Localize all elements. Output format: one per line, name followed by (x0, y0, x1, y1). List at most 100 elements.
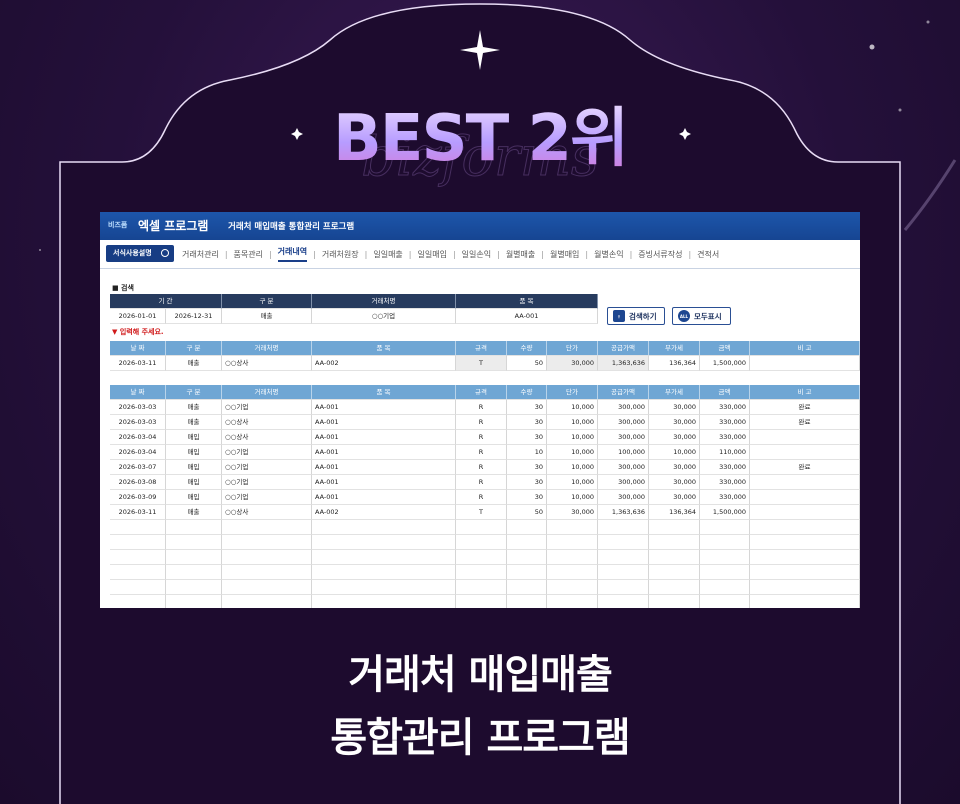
input-cell: ○○상사 (222, 356, 312, 371)
tab[interactable]: 일일매출 (373, 249, 403, 259)
input-header: 품 목 (312, 341, 456, 356)
list-cell: 매출 (166, 415, 222, 430)
list-cell: R (456, 490, 507, 505)
list-header: 단가 (547, 385, 598, 400)
list-cell: 10,000 (547, 490, 598, 505)
tab[interactable]: 거래내역 (277, 246, 308, 262)
list-cell: 300,000 (598, 415, 649, 430)
empty-cell (649, 520, 700, 535)
tab[interactable]: 월별손익 (594, 249, 624, 259)
empty-cell (312, 535, 456, 550)
list-header: 비 고 (750, 385, 860, 400)
streak (903, 159, 957, 231)
list-cell: 2026-03-04 (110, 430, 166, 445)
list-cell: 2026-03-09 (110, 490, 166, 505)
list-cell: 매출 (166, 505, 222, 520)
tab[interactable]: 증빙서류작성 (638, 249, 683, 259)
list-cell: ○○상사 (222, 430, 312, 445)
empty-cell (222, 580, 312, 595)
tab-separator: | (364, 249, 368, 259)
input-cell: 50 (507, 356, 547, 371)
list-cell: 매입 (166, 475, 222, 490)
input-header: 비 고 (750, 341, 860, 356)
input-header: 공급가액 (598, 341, 649, 356)
empty-cell (507, 550, 547, 565)
caption-line: 통합관리 프로그램 (330, 715, 630, 761)
tab-separator: | (268, 249, 272, 259)
list-cell: ○○상사 (222, 415, 312, 430)
empty-cell (598, 520, 649, 535)
list-cell: R (456, 475, 507, 490)
list-cell: 330,000 (700, 490, 750, 505)
input-cell: 1,363,636 (598, 356, 649, 371)
app-header: 비즈폼 엑셀 프로그램 거래처 매입매출 통합관리 프로그램 (100, 212, 860, 240)
list-header: 부가세 (649, 385, 700, 400)
input-cell: 30,000 (547, 356, 598, 371)
tab-list: 거래처관리 | 품목관리 | 거래내역 | 거래처원장 | 일일매출 | 일일매입 | 일일손익 | 월별매… (182, 240, 719, 268)
tab[interactable]: 거래처원장 (321, 249, 359, 259)
empty-cell (110, 565, 166, 580)
list-cell: 30 (507, 400, 547, 415)
list-cell: 2026-03-08 (110, 475, 166, 490)
input-cell: T (456, 356, 507, 371)
show-all-button[interactable]: ALL 모두표시 (672, 307, 731, 325)
tab-separator: | (541, 249, 544, 259)
list-cell: 330,000 (700, 400, 750, 415)
tab-separator: | (452, 249, 456, 259)
list-cell: 300,000 (598, 475, 649, 490)
list-cell: 완료 (750, 460, 860, 475)
search-button-label: 검색하기 (629, 311, 657, 321)
tab[interactable]: 일일매입 (417, 249, 447, 259)
list-cell: AA-001 (312, 430, 456, 445)
empty-cell (312, 520, 456, 535)
empty-cell (700, 565, 750, 580)
empty-cell (649, 565, 700, 580)
tab[interactable]: 월별매출 (505, 249, 536, 259)
tab-separator: | (224, 249, 228, 259)
list-cell: 30 (507, 460, 547, 475)
list-cell: 30 (507, 490, 547, 505)
empty-cell (750, 580, 860, 595)
tab[interactable]: 거래처관리 (182, 249, 219, 259)
list-cell: 10,000 (547, 400, 598, 415)
search-header: 품 목 (456, 294, 598, 309)
tab[interactable]: 월별매입 (549, 249, 580, 259)
list-cell: AA-001 (312, 445, 456, 460)
show-all-button-label: 모두표시 (694, 311, 722, 321)
empty-cell (110, 550, 166, 565)
empty-cell (547, 595, 598, 608)
input-cell: 1,500,000 (700, 356, 750, 371)
list-cell: 30,000 (547, 505, 598, 520)
tab[interactable]: 일일손익 (461, 249, 492, 259)
list-cell: ○○기업 (222, 490, 312, 505)
empty-cell (547, 535, 598, 550)
search-button[interactable]: ⚲ 검색하기 (607, 307, 665, 325)
list-cell: ○○기업 (222, 475, 312, 490)
empty-cell (750, 550, 860, 565)
list-cell: 330,000 (700, 475, 750, 490)
list-header: 금액 (700, 385, 750, 400)
tab-separator: | (497, 249, 500, 259)
empty-cell (700, 535, 750, 550)
search-header: 기 간 (110, 294, 222, 309)
app-subtitle: 거래처 매입매출 통합관리 프로그램 (228, 222, 355, 232)
tab[interactable]: 품목관리 (233, 249, 263, 259)
guide-icon (161, 249, 169, 257)
empty-cell (312, 595, 456, 608)
empty-cell (598, 580, 649, 595)
list-cell: R (456, 415, 507, 430)
input-prompt: ▼ 입력해 주세요. (112, 328, 164, 336)
empty-cell (456, 595, 507, 608)
section-label: ■ 검색 (112, 284, 134, 292)
list-cell: 매입 (166, 460, 222, 475)
list-cell: 매입 (166, 445, 222, 460)
empty-cell (456, 535, 507, 550)
list-cell: R (456, 400, 507, 415)
list-cell: 300,000 (598, 430, 649, 445)
list-cell: 30 (507, 475, 547, 490)
tab[interactable]: 견적서 (697, 249, 720, 259)
list-header: 공급가액 (598, 385, 649, 400)
tab-separator: | (313, 249, 316, 259)
guide-button[interactable]: 서식사용설명 (106, 245, 174, 262)
list-cell: 330,000 (700, 460, 750, 475)
